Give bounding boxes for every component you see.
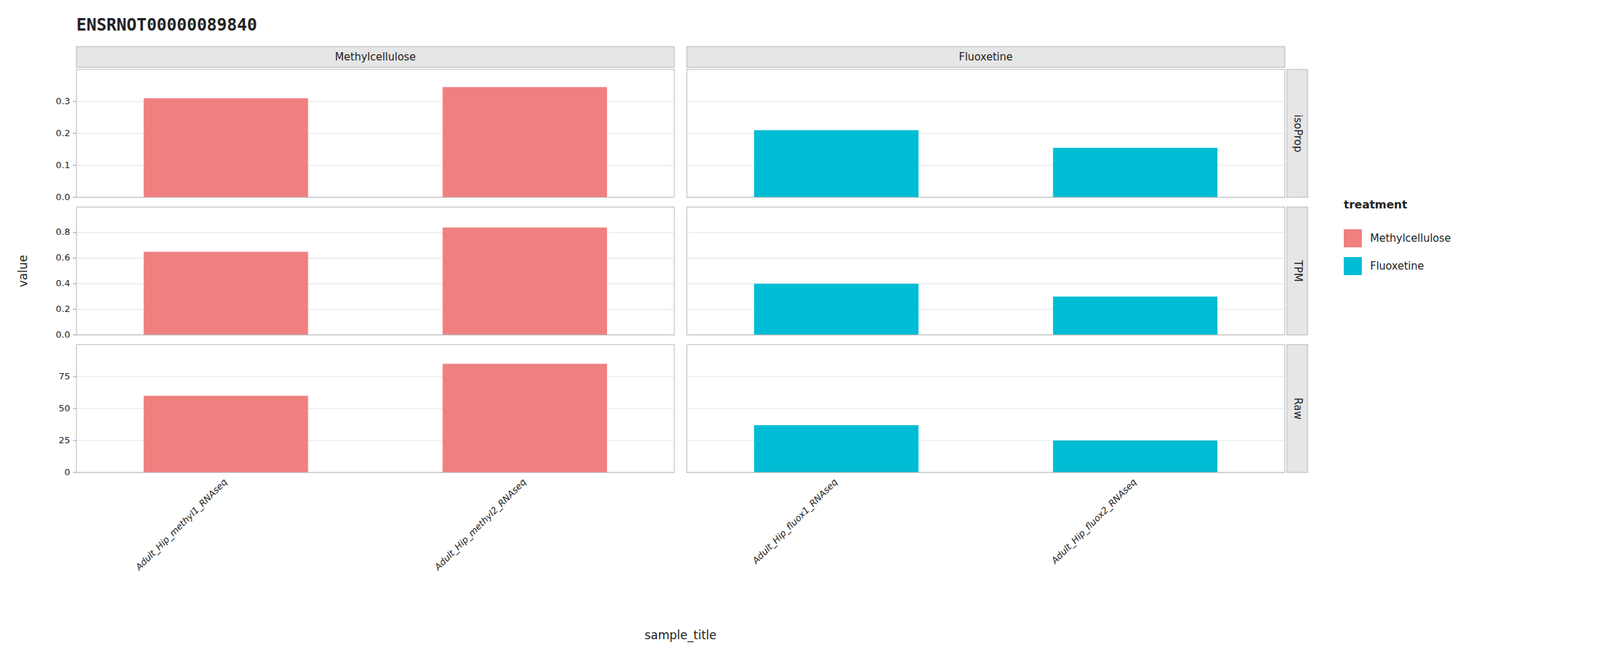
y-tick-label: 0.1 xyxy=(55,159,71,171)
y-tick xyxy=(72,309,77,310)
strip xyxy=(1286,206,1308,335)
x-tick-label: Adult_Hip_methyl1_RNAseq xyxy=(133,476,230,573)
y-tick xyxy=(72,408,77,410)
panel: TPM xyxy=(686,206,1308,335)
legend-title: treatment xyxy=(1343,197,1408,212)
title: ENSRNOT00000089840 xyxy=(76,15,257,35)
bars xyxy=(143,86,607,198)
bar xyxy=(754,425,919,473)
legend-label: Fluoxetine xyxy=(1370,259,1424,273)
legend-swatch xyxy=(1343,229,1362,248)
y-tick xyxy=(72,257,77,259)
y-tick xyxy=(72,440,77,441)
bars xyxy=(754,283,1218,335)
bar xyxy=(143,395,309,473)
y-tick xyxy=(72,231,77,233)
panel: 0 25 50 75 Adult_Hip_methyl1_RNAseq Adult_Hip… xyxy=(58,344,675,573)
panel-background xyxy=(76,344,675,473)
bar xyxy=(1052,440,1218,473)
panel-background xyxy=(686,344,1285,473)
y-tick xyxy=(72,376,77,378)
y-tick-label: 50 xyxy=(58,402,71,414)
panel-background xyxy=(686,206,1285,335)
x-tick-label: Adult_Hip_methyl2_RNAseq xyxy=(431,476,528,573)
strip xyxy=(76,46,675,68)
legend-swatch xyxy=(1343,256,1362,275)
grid-line xyxy=(686,408,1285,410)
grid-line xyxy=(686,376,1285,378)
panel-frame xyxy=(686,206,1285,335)
y-tick-label: 25 xyxy=(58,434,71,446)
bar xyxy=(143,251,309,335)
bar xyxy=(1052,147,1218,198)
panel-frame xyxy=(686,69,1285,198)
bars xyxy=(143,227,607,335)
strip-label: Methylcellulose xyxy=(334,50,416,64)
bar xyxy=(442,363,607,473)
y-tick xyxy=(72,101,77,103)
bars xyxy=(754,425,1218,473)
panel-background xyxy=(76,69,675,198)
y-tick xyxy=(72,283,77,285)
panel: 0.0 0.2 0.4 0.6 0.8 xyxy=(55,206,675,340)
panel-frame xyxy=(76,344,675,473)
y-tick-label: 0.6 xyxy=(55,252,71,263)
bar xyxy=(442,227,607,335)
strip-label: TPM xyxy=(1291,259,1305,282)
panel: Adult_Hip_fluox1_RNAseq Adult_Hip_fluox2_… xyxy=(686,344,1308,566)
panel: Fluoxetine isoProp xyxy=(686,46,1308,198)
panel-frame xyxy=(76,206,675,335)
panel-background xyxy=(76,206,675,335)
y-tick-label: 0.0 xyxy=(55,329,71,340)
y-tick-label: 0.2 xyxy=(55,127,71,139)
y-tick-label: 0.8 xyxy=(55,226,71,237)
panel: 0.0 0.1 0.2 0.3 Methylcellulose xyxy=(55,46,675,203)
grid-line xyxy=(686,257,1285,259)
y-tick xyxy=(72,165,77,166)
strip-label: Fluoxetine xyxy=(959,50,1013,64)
bar xyxy=(442,86,607,198)
y-tick-label: 0.2 xyxy=(55,303,71,314)
x-tick-label: Adult_Hip_fluox2_RNAseq xyxy=(1048,476,1139,566)
y-tick-label: 75 xyxy=(58,370,71,382)
chart-container: ENSRNOT00000089840 0.0 0.1 0.2 0.3 Methylcell… xyxy=(0,0,1600,667)
bar xyxy=(1052,296,1218,335)
legend: treatment Methylcellulose Fluoxetine xyxy=(1343,197,1451,275)
panel-frame xyxy=(76,69,675,198)
y-tick-label: 0 xyxy=(64,466,71,478)
strip xyxy=(686,46,1285,68)
strip-label: Raw xyxy=(1291,397,1305,420)
chart: ENSRNOT00000089840 0.0 0.1 0.2 0.3 Methylcell… xyxy=(0,0,1600,667)
bar xyxy=(754,129,919,198)
legend-label: Methylcellulose xyxy=(1370,231,1451,245)
grid-line xyxy=(686,101,1285,103)
strip xyxy=(1286,344,1308,473)
bar xyxy=(143,97,309,198)
strip-label: isoProp xyxy=(1291,114,1305,153)
panel-background xyxy=(686,69,1285,198)
y-tick xyxy=(72,472,77,473)
y-axis-label: value xyxy=(15,254,30,287)
y-tick-label: 0.0 xyxy=(55,191,71,203)
strip xyxy=(1286,69,1308,198)
bars xyxy=(143,363,607,473)
bar xyxy=(754,283,919,335)
x-axis-label: sample_title xyxy=(644,627,717,643)
panel-frame xyxy=(686,344,1285,473)
grid-line xyxy=(686,231,1285,233)
y-tick xyxy=(72,334,77,336)
y-tick-label: 0.4 xyxy=(55,277,71,289)
y-tick xyxy=(72,197,77,198)
x-tick-label: Adult_Hip_fluox1_RNAseq xyxy=(750,476,840,566)
y-tick-label: 0.3 xyxy=(55,95,71,107)
y-tick xyxy=(72,133,77,135)
bars xyxy=(754,129,1218,198)
